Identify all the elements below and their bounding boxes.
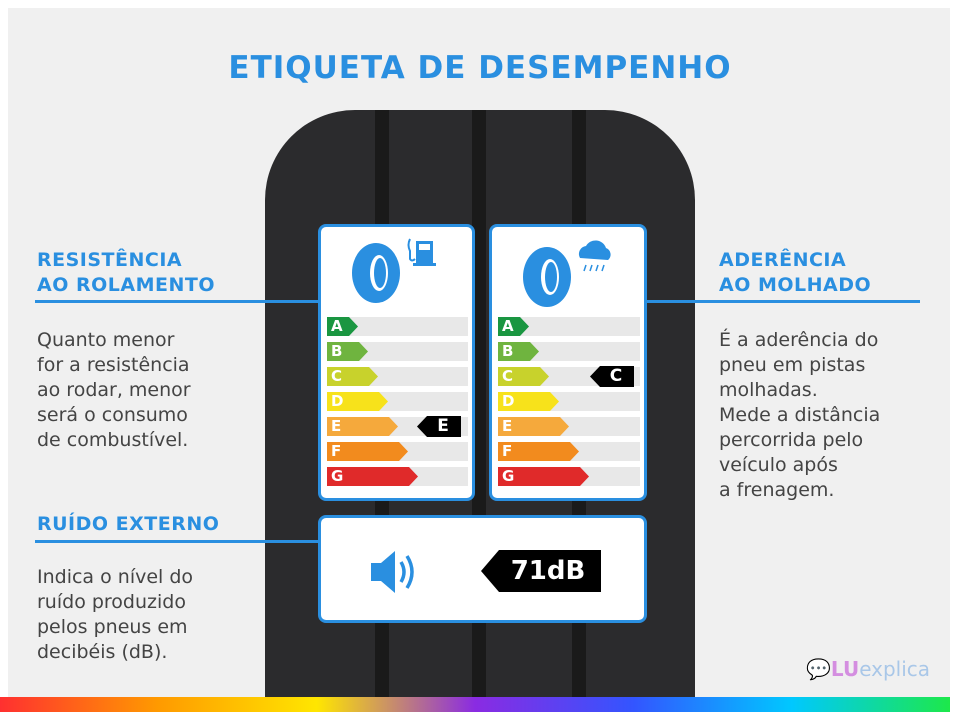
- grade-row-a: A: [327, 317, 468, 336]
- grade-row-e: E: [498, 417, 640, 436]
- grade-bar: C: [498, 367, 549, 386]
- grade-bar: A: [498, 317, 529, 336]
- divider-line: [35, 540, 320, 543]
- noise-heading: RUÍDO EXTERNO: [37, 513, 220, 535]
- rating-marker: E: [417, 416, 461, 437]
- grade-row-b: B: [498, 342, 640, 361]
- description-line: percorrida pelo: [719, 429, 864, 451]
- grade-row-a: A: [498, 317, 640, 336]
- description-line: Indica o nível do: [37, 566, 194, 588]
- description-line: Quanto menor: [37, 329, 175, 351]
- grade-bar: B: [327, 342, 368, 361]
- description-line: de combustível.: [37, 429, 189, 451]
- page-title: ETIQUETA DE DESEMPENHO: [228, 50, 732, 86]
- grade-row-g: G: [327, 467, 468, 486]
- grade-bar: F: [498, 442, 579, 461]
- description-line: a frenagem.: [719, 479, 835, 501]
- description-line: É a aderência do: [719, 329, 879, 351]
- description-line: pneu em pistas: [719, 354, 866, 376]
- grade-row-g: G: [498, 467, 640, 486]
- tire-rain-icon: [523, 240, 611, 307]
- grade-row-f: F: [327, 442, 468, 461]
- grade-row-c: C: [327, 367, 468, 386]
- noise-description: Indica o nível do ruído produzido pelos pn…: [37, 565, 193, 665]
- grade-row-d: D: [498, 392, 640, 411]
- divider-line: [645, 300, 920, 303]
- description-line: decibéis (dB).: [37, 641, 168, 663]
- speaker-icon: [371, 551, 414, 593]
- description-line: Mede a distância: [719, 404, 881, 426]
- noise-card: 71dB: [318, 515, 647, 623]
- description-line: ruído produzido: [37, 591, 186, 613]
- description-line: for a resistência: [37, 354, 190, 376]
- rating-marker: C: [590, 366, 634, 387]
- grade-bar: G: [327, 467, 418, 486]
- grade-bar: B: [498, 342, 539, 361]
- grade-bar: E: [498, 417, 569, 436]
- tire-fuel-icon: [352, 238, 436, 303]
- lu-explica-logo: 💬LUexplica: [806, 657, 931, 681]
- description-line: pelos pneus em: [37, 616, 188, 638]
- wet-heading: ADERÊNCIA AO MOLHADO: [719, 249, 872, 296]
- rolling-heading: RESISTÊNCIA AO ROLAMENTO: [37, 249, 215, 296]
- description-line: será o consumo: [37, 404, 188, 426]
- description-line: molhadas.: [719, 379, 818, 401]
- grade-bar: A: [327, 317, 358, 336]
- grade-row-b: B: [327, 342, 468, 361]
- wet-description: É a aderência do pneu em pistas molhadas. M…: [719, 328, 880, 503]
- description-line: veículo após: [719, 454, 838, 476]
- divider-line: [35, 300, 320, 303]
- grade-row-f: F: [498, 442, 640, 461]
- rolling-description: Quanto menor for a resistência ao rodar, m…: [37, 328, 191, 453]
- grade-bar: D: [498, 392, 559, 411]
- grade-bar: D: [327, 392, 388, 411]
- grade-row-d: D: [327, 392, 468, 411]
- grade-bar: E: [327, 417, 398, 436]
- rainbow-bar: [0, 697, 950, 712]
- grade-bar: G: [498, 467, 589, 486]
- noise-value-badge: 71dB: [481, 550, 601, 592]
- grade-bar: C: [327, 367, 378, 386]
- description-line: ao rodar, menor: [37, 379, 191, 401]
- grade-bar: F: [327, 442, 408, 461]
